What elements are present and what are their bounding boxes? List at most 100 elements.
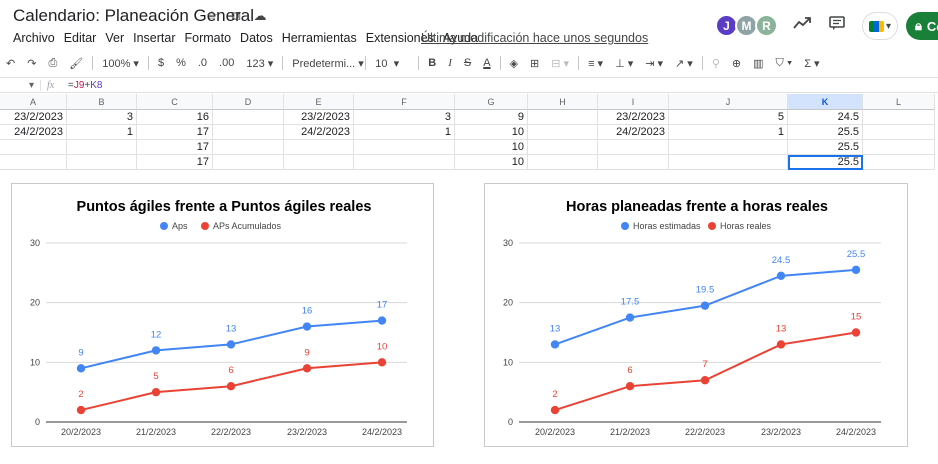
fill-color-icon[interactable]: ◈ — [509, 57, 519, 70]
cell-c7[interactable]: 16 — [137, 110, 213, 125]
cell-e10[interactable] — [284, 155, 354, 170]
cell-f10[interactable] — [354, 155, 455, 170]
cell-j8[interactable]: 1 — [669, 125, 788, 140]
cell-g10[interactable]: 10 — [455, 155, 528, 170]
column-header-a[interactable]: A — [0, 94, 67, 110]
menu-datos[interactable]: Datos — [240, 31, 273, 45]
cell-h9[interactable] — [528, 140, 598, 155]
menu-extensiones[interactable]: Extensiones — [365, 31, 434, 45]
avatar[interactable]: M — [735, 14, 758, 37]
cell-c10[interactable]: 17 — [137, 155, 213, 170]
print-icon[interactable]: ⎙ — [48, 56, 58, 69]
menu-herramientas[interactable]: Herramientas — [281, 31, 357, 45]
cell-b7[interactable]: 3 — [67, 110, 137, 125]
menu-ayuda[interactable]: Ayuda — [442, 31, 479, 45]
cell-i9[interactable] — [598, 140, 669, 155]
cell-d7[interactable] — [213, 110, 284, 125]
cell-c8[interactable]: 17 — [137, 125, 213, 140]
menu-formato[interactable]: Formato — [184, 31, 232, 45]
cell-k9[interactable]: 25.5 — [788, 140, 863, 155]
chart-card-puntos[interactable]: Puntos ágiles frente a Puntos ágiles rea… — [11, 183, 434, 447]
insert-comment-icon[interactable]: ⊕ — [731, 57, 742, 70]
cell-l7[interactable] — [863, 110, 935, 125]
horizontal-align-icon[interactable]: ≡ ▾ — [588, 57, 604, 70]
move-folder-icon[interactable]: ⧉ — [231, 8, 241, 23]
cell-b9[interactable] — [67, 140, 137, 155]
column-header-b[interactable]: B — [67, 94, 137, 110]
column-header-c[interactable]: C — [137, 94, 213, 110]
cell-b8[interactable]: 1 — [67, 125, 137, 140]
cell-k7[interactable]: 24.5 — [788, 110, 863, 125]
merge-cells-icon[interactable]: ⊟ ▾ — [551, 57, 570, 70]
cell-h10[interactable] — [528, 155, 598, 170]
filter-icon[interactable]: ⛉ ▾ — [775, 56, 793, 69]
text-rotation-icon[interactable]: ↗ ▾ — [675, 57, 693, 70]
column-header-d[interactable]: D — [213, 94, 284, 110]
name-box[interactable]: ▾ — [28, 79, 34, 91]
cell-d10[interactable] — [213, 155, 284, 170]
column-header-f[interactable]: F — [354, 94, 455, 110]
column-header-e[interactable]: E — [284, 94, 354, 110]
cell-a9[interactable] — [0, 140, 67, 155]
redo-icon[interactable]: ↷ — [27, 57, 37, 70]
column-header-l[interactable]: L — [863, 94, 935, 110]
cell-h8[interactable] — [528, 125, 598, 140]
column-header-i[interactable]: I — [598, 94, 669, 110]
star-icon[interactable]: ☆ — [206, 8, 218, 23]
meet-button[interactable]: ▾ — [862, 12, 898, 40]
text-wrap-icon[interactable]: ⇥ ▾ — [645, 57, 664, 70]
activity-trend-icon[interactable] — [793, 16, 811, 35]
italic-button[interactable]: I — [448, 57, 452, 69]
zoom-select[interactable]: 100% ▾ — [102, 57, 139, 70]
cell-l10[interactable] — [863, 155, 935, 170]
cell-g9[interactable]: 10 — [455, 140, 528, 155]
share-button[interactable]: 🔒︎ Co — [906, 12, 938, 40]
text-color-button[interactable]: A — [483, 57, 491, 69]
column-header-k[interactable]: K — [788, 94, 863, 110]
cell-b10[interactable] — [67, 155, 137, 170]
currency-format-button[interactable]: $ — [157, 57, 165, 69]
cloud-status-icon[interactable]: ☁ — [253, 8, 267, 23]
percent-format-button[interactable]: % — [176, 57, 186, 69]
cell-l8[interactable] — [863, 125, 935, 140]
document-title[interactable]: Calendario: Planeación General — [13, 6, 254, 25]
insert-chart-icon[interactable]: ▥ — [753, 57, 764, 70]
cell-i8[interactable]: 24/2/2023 — [598, 125, 669, 140]
column-header-j[interactable]: J — [669, 94, 788, 110]
chart-card-horas[interactable]: Horas planeadas frente a horas reales Hor… — [484, 183, 908, 447]
column-header-h[interactable]: H — [528, 94, 598, 110]
cell-e7[interactable]: 23/2/2023 — [284, 110, 354, 125]
paint-format-icon[interactable]: 🖌︎ — [69, 57, 84, 70]
cell-e9[interactable] — [284, 140, 354, 155]
number-format-select[interactable]: 123 ▾ — [246, 57, 274, 70]
comment-icon[interactable] — [829, 16, 845, 35]
insert-link-icon[interactable]: ⚲ — [711, 57, 720, 70]
cell-j9[interactable] — [669, 140, 788, 155]
cell-h7[interactable] — [528, 110, 598, 125]
menu-editar[interactable]: Editar — [63, 31, 97, 45]
cell-k8[interactable]: 25.5 — [788, 125, 863, 140]
borders-icon[interactable]: ⊞ — [530, 57, 540, 70]
menu-ver[interactable]: Ver — [105, 31, 125, 45]
menu-insertar[interactable]: Insertar — [133, 31, 176, 45]
cell-f8[interactable]: 1 — [354, 125, 455, 140]
cell-a8[interactable]: 24/2/2023 — [0, 125, 67, 140]
formula-input[interactable]: =J9+K8 — [68, 79, 103, 91]
cell-f7[interactable]: 3 — [354, 110, 455, 125]
decrease-decimal-button[interactable]: .0 — [197, 57, 208, 69]
cell-j10[interactable] — [669, 155, 788, 170]
cell-k10[interactable]: 25.5 — [788, 155, 863, 170]
functions-icon[interactable]: Σ ▾ — [804, 57, 820, 70]
cell-i7[interactable]: 23/2/2023 — [598, 110, 669, 125]
avatar[interactable]: R — [755, 14, 778, 37]
font-family-select[interactable]: Predetermi... ▾ — [292, 57, 364, 70]
cell-c9[interactable]: 17 — [137, 140, 213, 155]
undo-icon[interactable]: ↶ — [6, 57, 16, 70]
font-size-select[interactable]: 10 ▾ — [375, 57, 400, 70]
cell-e8[interactable]: 24/2/2023 — [284, 125, 354, 140]
cell-f9[interactable] — [354, 140, 455, 155]
cell-g7[interactable]: 9 — [455, 110, 528, 125]
strikethrough-button[interactable]: S — [463, 57, 472, 69]
cell-l9[interactable] — [863, 140, 935, 155]
cell-a7[interactable]: 23/2/2023 — [0, 110, 67, 125]
